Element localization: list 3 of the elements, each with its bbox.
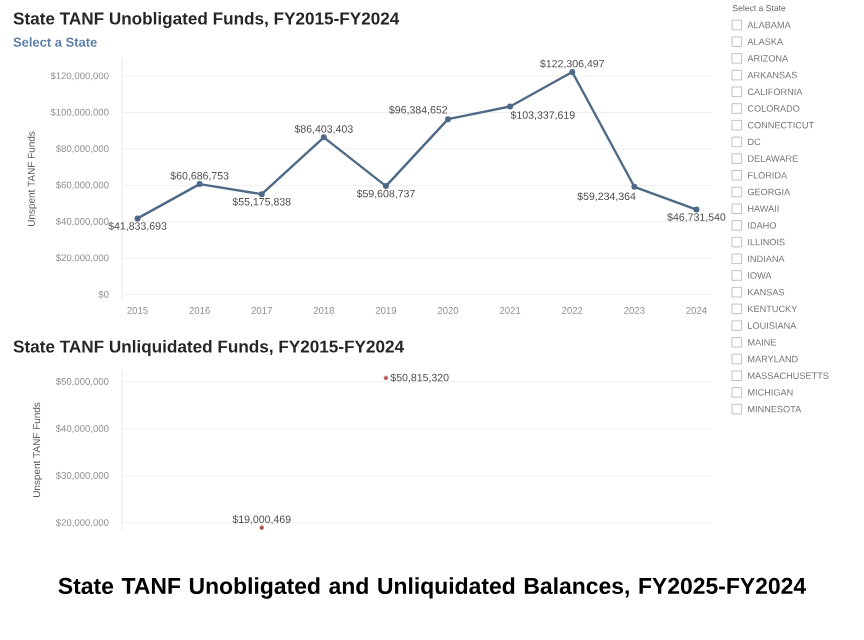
chart-title: State TANF Unliquidated Funds, FY2015-FY2024: [13, 340, 404, 356]
chart-title: State TANF Unobligated Funds, FY2015-FY2024: [13, 11, 400, 29]
text: State TANF Unobligated and Unliquidated Balances, FY2025-FY2024: [58, 577, 806, 599]
